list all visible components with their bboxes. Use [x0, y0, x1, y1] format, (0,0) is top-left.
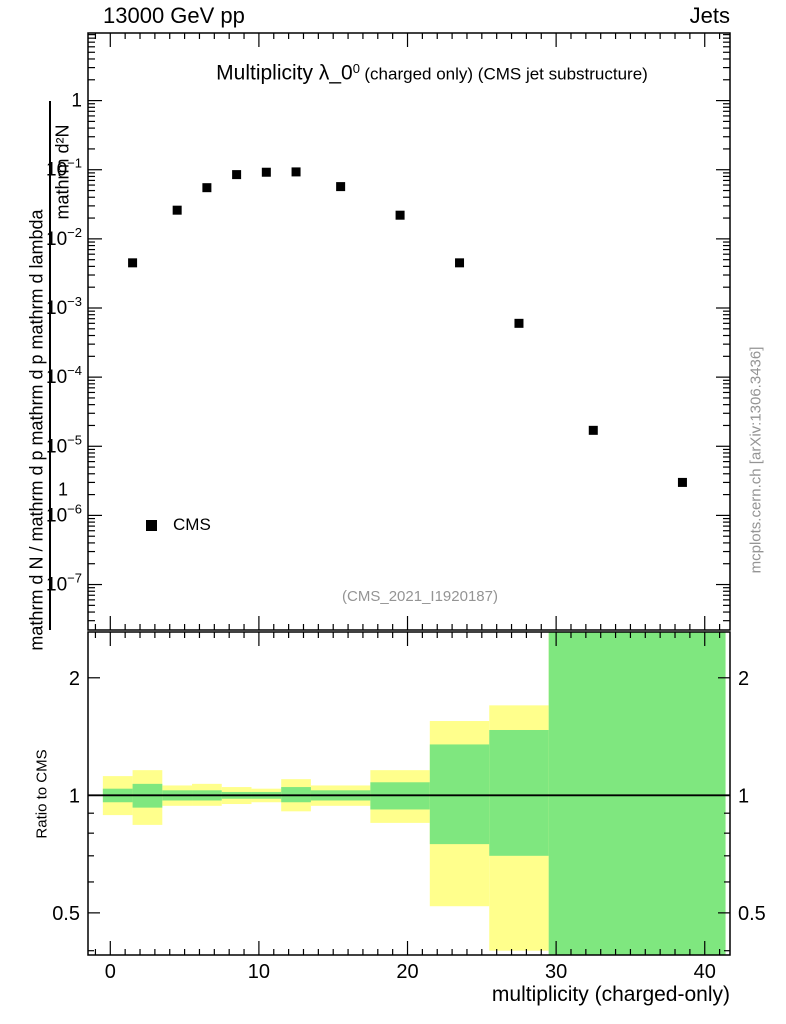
process-label: Jets	[689, 3, 730, 28]
svg-text:10−1: 10−1	[46, 156, 82, 181]
svg-text:2: 2	[738, 668, 749, 690]
svg-text:10−3: 10−3	[46, 294, 82, 319]
svg-text:1: 1	[71, 91, 82, 112]
svg-text:0.5: 0.5	[52, 903, 80, 925]
x-axis-label: multiplicity (charged-only)	[491, 983, 730, 1006]
plot-title: Multiplicity λ_00 (charged only) (CMS je…	[216, 61, 648, 85]
y-axis-label-one: 1	[57, 479, 69, 500]
svg-text:10: 10	[248, 961, 270, 983]
legend-label: CMS	[173, 515, 211, 534]
mcplots-attribution-label: mcplots.cern.ch [arXiv:1306.3436]	[747, 346, 765, 574]
plot-title-main: Multiplicity λ_0	[216, 61, 353, 85]
svg-text:10−5: 10−5	[46, 432, 82, 457]
svg-text:10−6: 10−6	[46, 501, 82, 526]
y-axis-label-denominator: mathrm d N / mathrm d p mathrm d p mathr…	[26, 209, 47, 651]
y-axis-fraction-bar	[49, 101, 51, 630]
cms-data-marker-icon	[146, 519, 157, 531]
svg-text:10−7: 10−7	[46, 571, 82, 596]
beam-energy-label: 13000 GeV pp	[103, 3, 245, 28]
plot-title-superscript: 0	[352, 61, 360, 76]
ratio-y-axis-label: Ratio to CMS	[33, 749, 51, 839]
plot-title-suffix: (charged only) (CMS jet substructure)	[364, 64, 648, 84]
svg-text:2: 2	[69, 668, 80, 690]
svg-text:30: 30	[545, 961, 567, 983]
svg-text:0: 0	[105, 961, 116, 983]
y-axis-label-numerator: mathrm d²N	[52, 124, 73, 220]
svg-text:10−2: 10−2	[46, 225, 82, 250]
svg-text:1: 1	[738, 785, 749, 807]
legend: CMS	[146, 515, 211, 535]
analysis-id-watermark: (CMS_2021_I1920187)	[342, 588, 498, 605]
svg-text:1: 1	[69, 785, 80, 807]
svg-text:40: 40	[694, 961, 716, 983]
svg-text:20: 20	[396, 961, 418, 983]
svg-text:0.5: 0.5	[738, 903, 766, 925]
svg-text:10−4: 10−4	[46, 363, 82, 388]
